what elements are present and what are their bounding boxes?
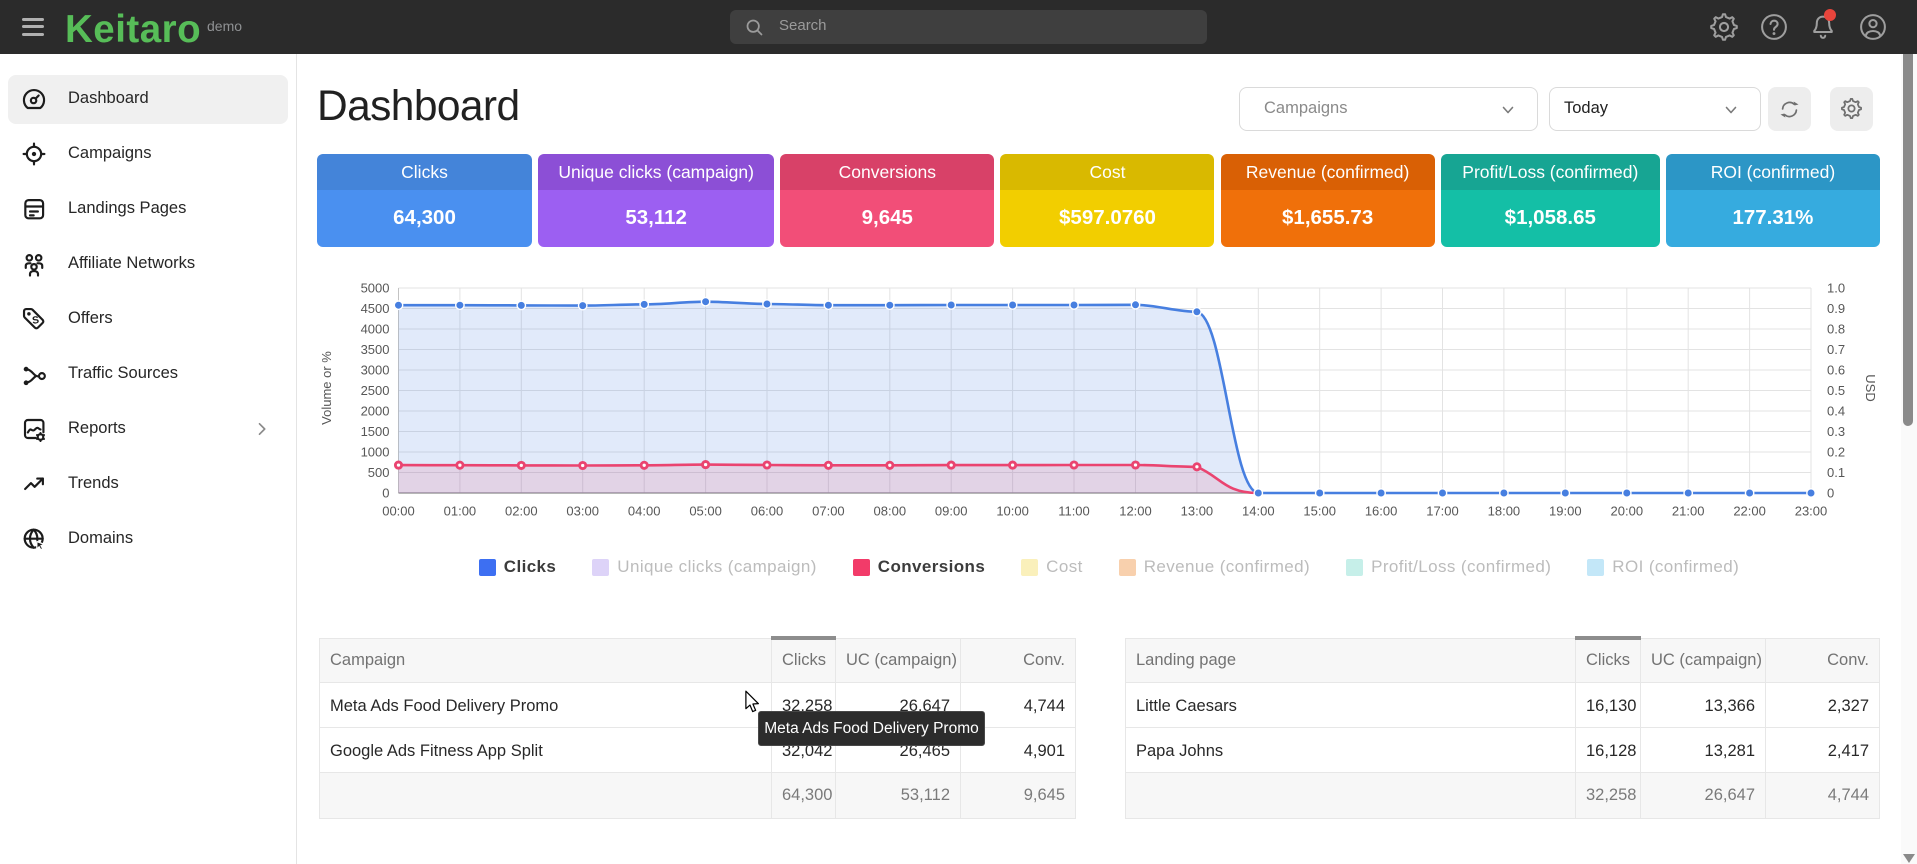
svg-text:0.3: 0.3 — [1827, 424, 1845, 439]
svg-text:06:00: 06:00 — [751, 504, 784, 519]
svg-text:2000: 2000 — [361, 404, 390, 419]
svg-text:3000: 3000 — [361, 363, 390, 378]
svg-text:0.4: 0.4 — [1827, 404, 1845, 419]
svg-text:0.8: 0.8 — [1827, 322, 1845, 337]
svg-text:17:00: 17:00 — [1426, 504, 1459, 519]
svg-text:0: 0 — [1827, 486, 1834, 501]
svg-text:USD: USD — [1863, 374, 1878, 401]
svg-text:00:00: 00:00 — [382, 504, 415, 519]
svg-text:18:00: 18:00 — [1488, 504, 1521, 519]
svg-text:16:00: 16:00 — [1365, 504, 1398, 519]
svg-text:0.6: 0.6 — [1827, 363, 1845, 378]
svg-text:02:00: 02:00 — [505, 504, 538, 519]
svg-text:12:00: 12:00 — [1119, 504, 1152, 519]
svg-text:0.9: 0.9 — [1827, 301, 1845, 316]
svg-text:09:00: 09:00 — [935, 504, 968, 519]
svg-text:2500: 2500 — [361, 383, 390, 398]
svg-text:5000: 5000 — [361, 281, 390, 296]
svg-text:S: S — [31, 315, 39, 327]
svg-text:0.7: 0.7 — [1827, 342, 1845, 357]
svg-text:4500: 4500 — [361, 301, 390, 316]
svg-text:07:00: 07:00 — [812, 504, 845, 519]
svg-text:03:00: 03:00 — [566, 504, 599, 519]
svg-text:0.1: 0.1 — [1827, 465, 1845, 480]
svg-text:0.2: 0.2 — [1827, 445, 1845, 460]
svg-text:14:00: 14:00 — [1242, 504, 1275, 519]
svg-text:500: 500 — [368, 465, 390, 480]
svg-text:11:00: 11:00 — [1058, 504, 1090, 519]
svg-text:15:00: 15:00 — [1303, 504, 1336, 519]
svg-text:21:00: 21:00 — [1672, 504, 1705, 519]
svg-text:1500: 1500 — [361, 424, 390, 439]
svg-text:0: 0 — [382, 486, 389, 501]
svg-text:0.5: 0.5 — [1827, 383, 1845, 398]
svg-text:Volume or %: Volume or % — [319, 351, 334, 425]
svg-text:01:00: 01:00 — [444, 504, 477, 519]
svg-text:19:00: 19:00 — [1549, 504, 1582, 519]
svg-text:1.0: 1.0 — [1827, 281, 1845, 296]
svg-text:05:00: 05:00 — [689, 504, 722, 519]
svg-text:3500: 3500 — [361, 342, 390, 357]
svg-text:13:00: 13:00 — [1181, 504, 1214, 519]
svg-text:08:00: 08:00 — [874, 504, 907, 519]
svg-text:23:00: 23:00 — [1795, 504, 1828, 519]
svg-text:4000: 4000 — [361, 322, 390, 337]
svg-text:22:00: 22:00 — [1733, 504, 1766, 519]
svg-text:20:00: 20:00 — [1611, 504, 1644, 519]
svg-text:04:00: 04:00 — [628, 504, 661, 519]
svg-text:1000: 1000 — [361, 445, 390, 460]
svg-text:10:00: 10:00 — [996, 504, 1029, 519]
